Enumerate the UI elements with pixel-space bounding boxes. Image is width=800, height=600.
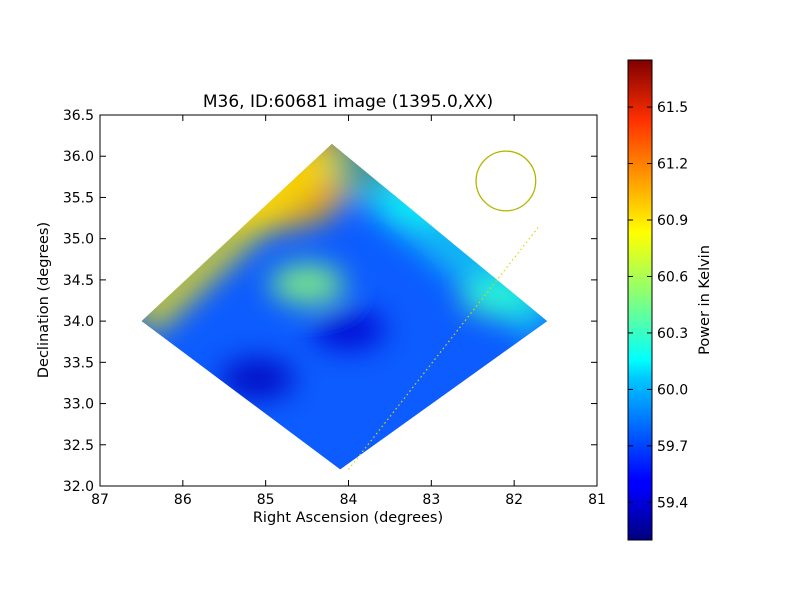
x-tick-label: 83 [422, 492, 440, 508]
y-tick-label: 36.5 [63, 108, 94, 124]
x-axis-label: Right Ascension (degrees) [253, 510, 443, 526]
heatmap-feature [269, 263, 345, 305]
colorbar-tick-label: 60.6 [657, 269, 688, 285]
x-tick-label: 86 [174, 492, 192, 508]
y-tick-label: 33.0 [63, 397, 94, 413]
colorbar [627, 59, 653, 541]
y-tick-label: 32.5 [63, 438, 94, 454]
colorbar-tick-label: 59.7 [657, 439, 688, 455]
y-tick-label: 35.5 [63, 190, 94, 206]
colorbar-tick-label: 60.9 [657, 213, 688, 229]
beam-circle [475, 150, 537, 212]
heatmap-feature [311, 308, 386, 350]
colorbar-tick-label: 61.2 [657, 157, 688, 173]
x-axis: 87 86 85 84 83 82 81 [91, 115, 606, 508]
y-tick-label: 34.5 [63, 273, 94, 289]
x-tick-label: 87 [91, 492, 109, 508]
chart-title: M36, ID:60681 image (1395.0,XX) [203, 92, 493, 112]
y-tick-label: 36.0 [63, 149, 94, 165]
x-tick-label: 82 [505, 492, 523, 508]
y-tick-label: 33.5 [63, 355, 94, 371]
x-tick-label: 85 [257, 492, 275, 508]
colorbar-tick-label: 59.4 [657, 495, 688, 511]
y-axis-label: Declination (degrees) [36, 222, 52, 378]
colorbar-tick-label: 61.5 [657, 100, 688, 116]
heatmap-image [141, 143, 548, 470]
y-tick-label: 34.0 [63, 314, 94, 330]
y-tick-label: 35.0 [63, 232, 94, 248]
colorbar-label: Power in Kelvin [697, 245, 713, 355]
colorbar-ticks: 59.4 59.7 60.0 60.3 60.6 60.9 61.2 61.5 [628, 100, 688, 511]
heatmap-feature [220, 358, 295, 400]
colorbar-tick-label: 60.0 [657, 382, 688, 398]
y-tick-label: 32.0 [63, 479, 94, 495]
y-axis: 32.0 32.5 33.0 33.5 34.0 34.5 35.0 35.5 36.0 36.5 [63, 108, 597, 495]
x-tick-label: 84 [340, 492, 358, 508]
colorbar-tick-label: 60.3 [657, 326, 688, 342]
x-tick-label: 81 [588, 492, 606, 508]
dotted-line [348, 225, 540, 470]
